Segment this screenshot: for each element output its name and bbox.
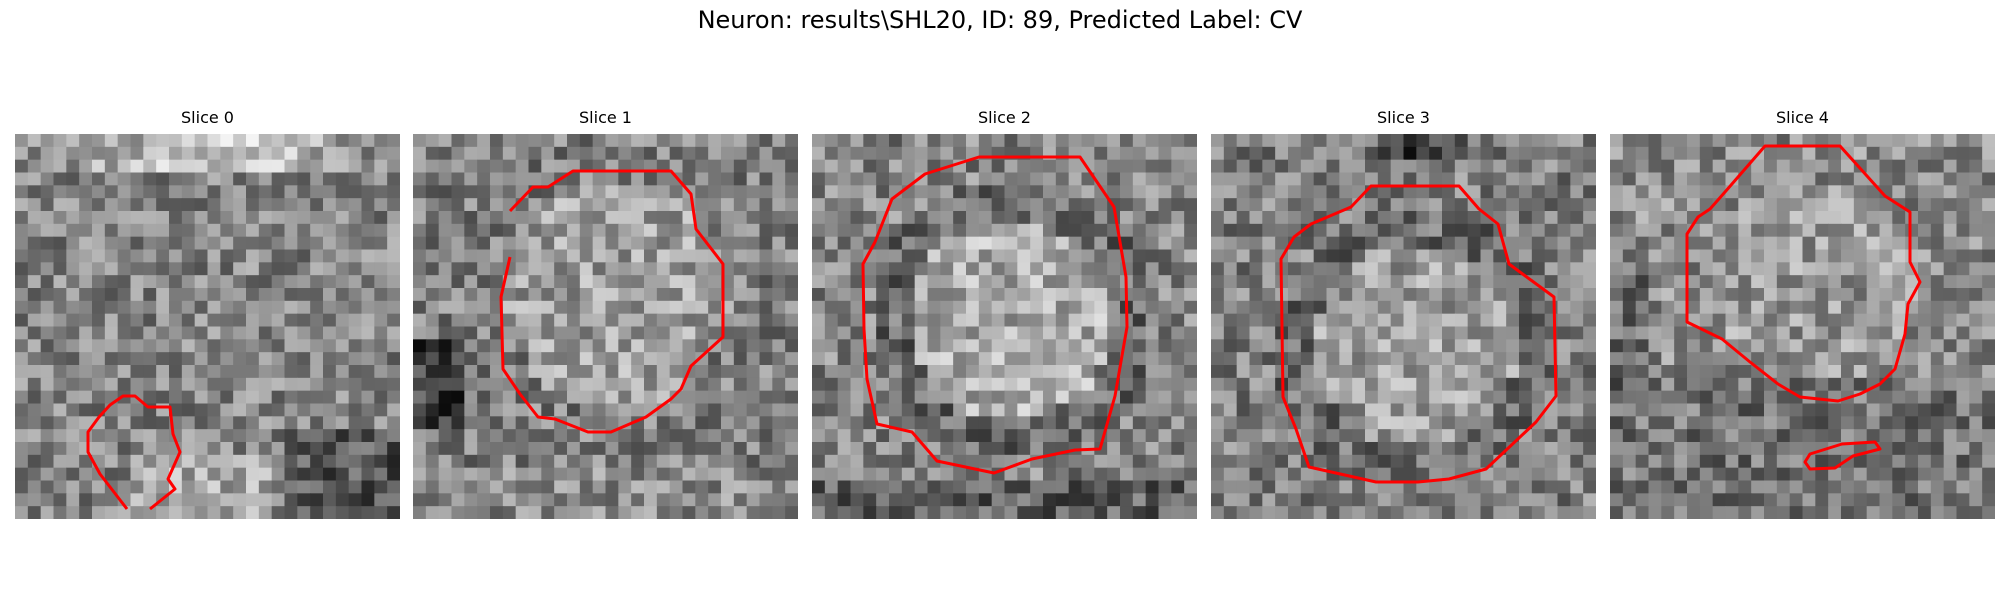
roi-contour xyxy=(861,155,1129,475)
grayscale-pixel-grid xyxy=(812,134,1197,519)
slice-image xyxy=(1211,134,1596,519)
roi-contour-small xyxy=(1803,440,1882,471)
roi-contour xyxy=(86,394,182,511)
figure-title: Neuron: results\SHL20, ID: 89, Predicted… xyxy=(697,6,1303,34)
roi-contour xyxy=(499,169,725,434)
slice-title: Slice 4 xyxy=(1776,108,1829,127)
grayscale-pixel-grid xyxy=(413,134,798,519)
slice-image xyxy=(1610,134,1995,519)
slice-image xyxy=(812,134,1197,519)
grayscale-pixel-grid xyxy=(1610,134,1995,519)
grayscale-pixel-grid xyxy=(15,134,400,519)
grayscale-pixel-grid xyxy=(1211,134,1596,519)
slice-title: Slice 1 xyxy=(579,108,632,127)
slice-image xyxy=(413,134,798,519)
slice-image xyxy=(15,134,400,519)
slice-title: Slice 3 xyxy=(1377,108,1430,127)
slice-title: Slice 0 xyxy=(181,108,234,127)
slice-title: Slice 2 xyxy=(978,108,1031,127)
roi-contour xyxy=(1685,144,1922,403)
roi-contour xyxy=(1279,184,1558,484)
